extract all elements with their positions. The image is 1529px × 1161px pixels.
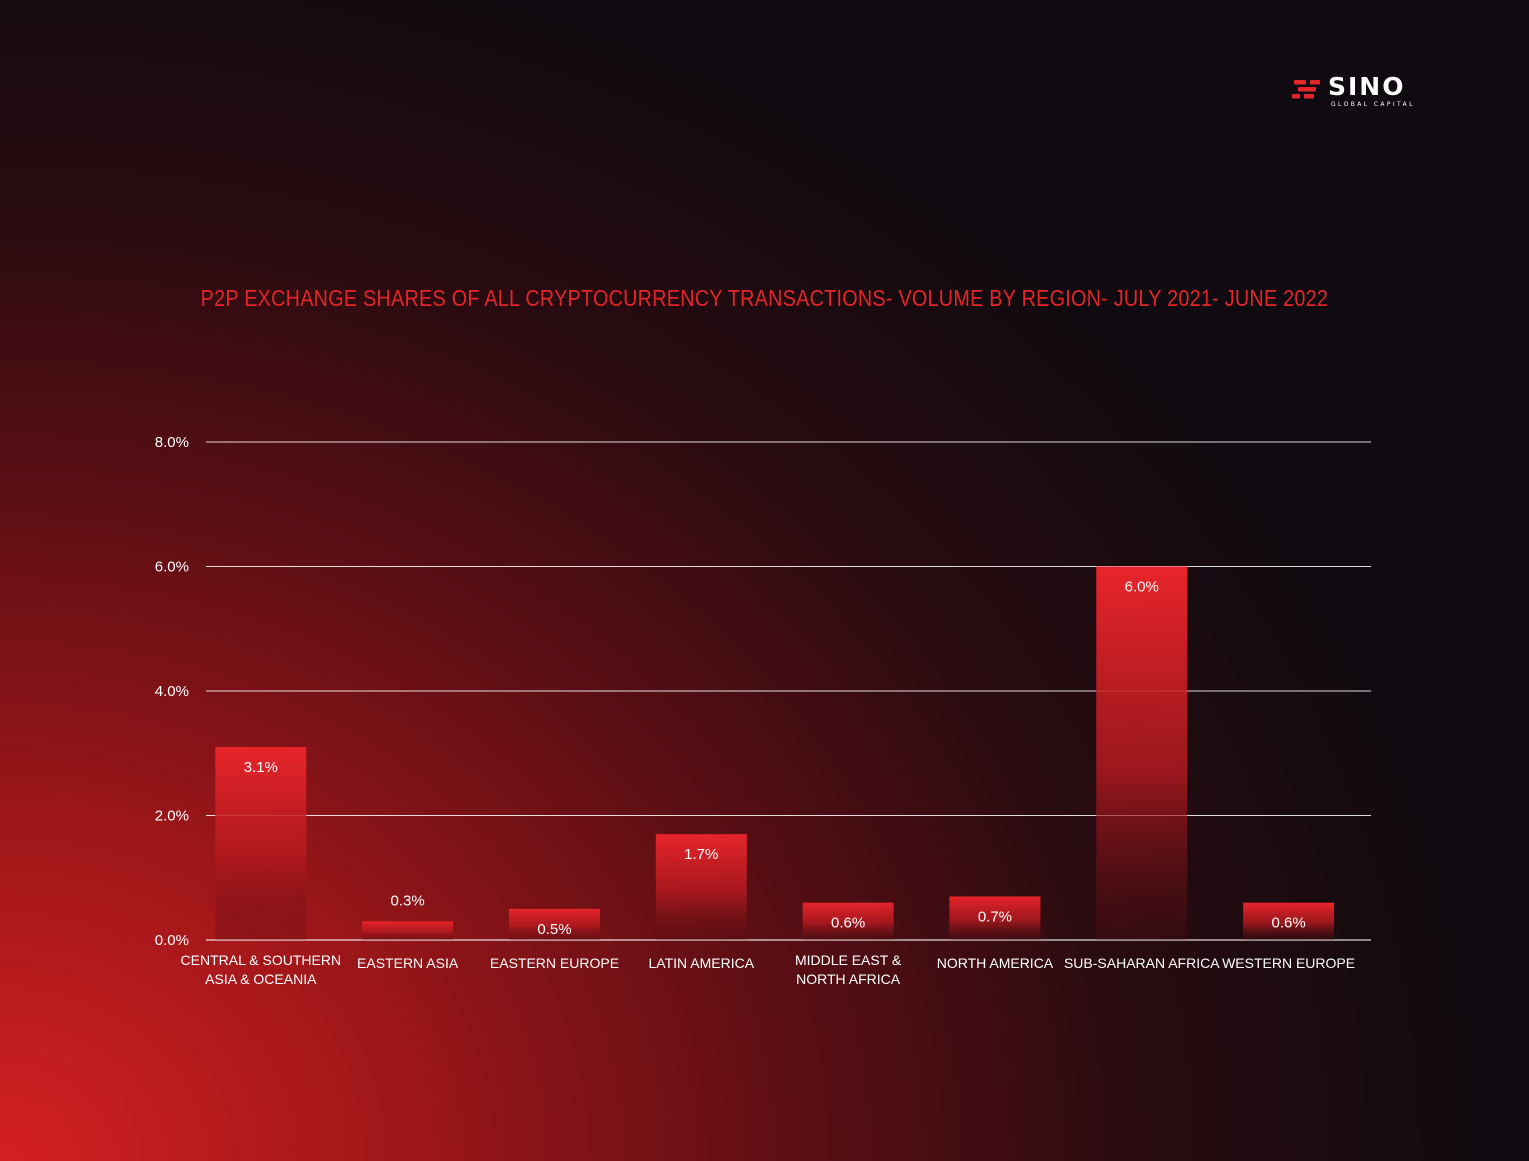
bar: [802, 902, 894, 940]
y-axis: 0.0% 2.0% 4.0% 6.0% 8.0%: [155, 434, 189, 949]
value-label: 6.0%: [1125, 579, 1159, 596]
category-label: NORTH AFRICA: [796, 971, 901, 987]
category-label: WESTERN EUROPE: [1222, 955, 1355, 971]
sino-logo: SINO GLOBAL CAPITAL: [1292, 72, 1415, 108]
bar: [215, 747, 307, 940]
value-label: 3.1%: [244, 759, 278, 776]
value-labels: 3.1% 0.3% 0.5% 1.7% 0.6% 0.7% 6.0% 0.6%: [244, 579, 1306, 938]
category-label: NORTH AMERICA: [937, 955, 1054, 971]
bar: [1243, 902, 1335, 940]
value-label: 1.7%: [684, 846, 718, 863]
value-label: 0.7%: [978, 908, 1012, 925]
value-label: 0.6%: [831, 915, 865, 932]
y-tick-label: 0.0%: [155, 932, 189, 949]
category-label: ASIA & OCEANIA: [205, 971, 317, 987]
bar: [508, 908, 600, 940]
bar: [362, 921, 454, 940]
y-tick-label: 2.0%: [155, 808, 189, 825]
category-label: EASTERN EUROPE: [490, 955, 619, 971]
bars: [215, 566, 1335, 940]
y-tick-label: 8.0%: [155, 434, 189, 451]
bar: [949, 896, 1041, 940]
category-label: CENTRAL & SOUTHERN: [181, 952, 342, 968]
chart-title: P2P EXCHANGE SHARES OF ALL CRYPTOCURRENC…: [200, 285, 1329, 311]
logo-tagline: GLOBAL CAPITAL: [1331, 101, 1415, 108]
bar: [1096, 566, 1188, 940]
value-label: 0.6%: [1271, 915, 1305, 932]
y-tick-label: 4.0%: [155, 683, 189, 700]
logo-wordmark: SINO: [1328, 72, 1405, 101]
value-label: 0.5%: [537, 921, 571, 938]
category-label: LATIN AMERICA: [649, 955, 755, 971]
x-axis: CENTRAL & SOUTHERN ASIA & OCEANIA EASTERN …: [181, 952, 1356, 987]
bar: [655, 834, 747, 940]
category-label: MIDDLE EAST &: [795, 952, 902, 968]
logo-mark-icon: [1292, 80, 1320, 99]
value-label: 0.3%: [391, 892, 425, 909]
category-label: SUB-SAHARAN AFRICA: [1064, 955, 1220, 971]
y-tick-label: 6.0%: [155, 559, 189, 576]
gridlines: [206, 441, 1371, 941]
category-label: EASTERN ASIA: [357, 955, 459, 971]
